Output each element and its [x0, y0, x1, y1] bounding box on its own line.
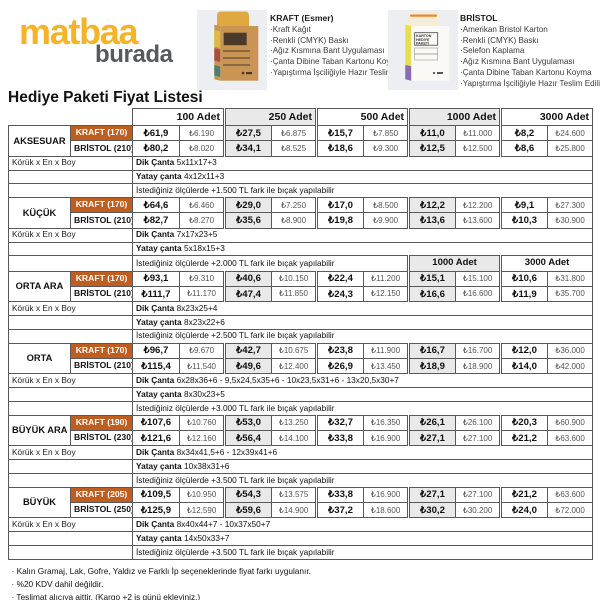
svg-text:PAKETİ: PAKETİ — [416, 42, 429, 46]
